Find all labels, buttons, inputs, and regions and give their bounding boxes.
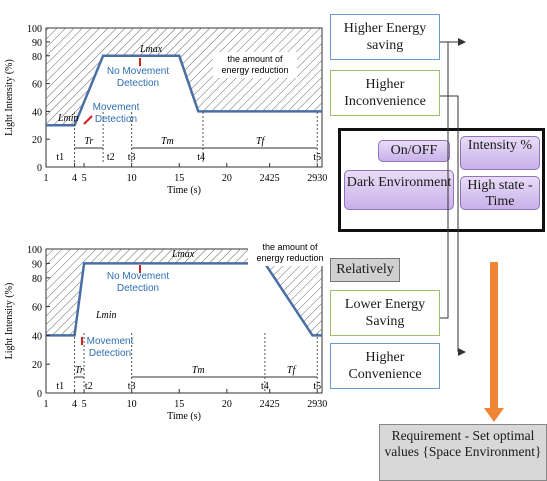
x-tick-label: 5 [82,173,87,184]
lmin-label: Lmin [95,310,117,321]
phase-label: t4 [197,152,205,163]
y-tick-label: 0 [37,163,42,174]
y-tick-label: 20 [32,360,42,371]
y-tick-label: 40 [32,331,42,342]
x-axis-label: Time (s) [167,185,201,196]
reduction-label-line1: the amount of [227,54,283,64]
interval-label: Tf [287,365,297,376]
y-tick-label: 80 [32,274,42,285]
y-tick-label: 100 [27,245,42,256]
lmax-label: Lmax [139,44,163,55]
intensity-factor: Intensity % [460,136,540,170]
interval-label: Tr [84,136,93,147]
y-tick-label: 40 [32,107,42,118]
y-tick-label: 60 [32,80,42,91]
reduction-label-bg [248,243,330,266]
orange-arrow-head [484,408,504,422]
intensity-line [46,262,322,337]
red-marker-arrow [83,115,93,125]
higher-energy-saving-box: Higher Energy saving [330,14,440,60]
dark-environment-factor: Dark Environment [344,170,454,210]
x-tick-label: 20 [222,399,232,410]
y-tick-label: 80 [32,52,42,63]
phase-label: t1 [56,381,64,392]
lower-energy-saving-box: Lower Energy Saving [330,290,440,336]
movement-label-line2: Detection [95,114,137,125]
y-axis-label: Light Intensity (%) [4,283,15,360]
interval-label: Tm [161,136,174,147]
chart-bottom-svg: 0 20 40 60 80 90 100 1 4 5 10 15 20 2425 2930 Time (s) L… [4,243,330,422]
reduction-label-line1: the amount of [262,243,318,252]
no-movement-label-line2: Detection [117,283,159,294]
x-tick-label: 2425 [260,399,280,410]
y-tick-label: 0 [37,389,42,400]
interval-label: Tf [256,136,266,147]
higher-inconvenience-box: Higher Inconvenience [330,70,440,116]
movement-label-line2: Detection [89,348,131,359]
y-axis-label: Light Intensity (%) [4,59,15,136]
chart-top-svg: 0 20 40 60 80 90 100 1 4 5 10 15 20 2425 2930 Time (s) L… [4,24,327,196]
x-tick-label: 15 [174,173,184,184]
x-tick-label: 2930 [307,173,327,184]
x-tick-label: 10 [127,173,137,184]
relatively-box: Relatively [330,258,400,282]
chart-top: 0 20 40 60 80 90 100 1 4 5 10 15 20 2425 2930 Time (s) L… [0,0,330,205]
requirement-box: Requirement - Set optimal values {Space … [379,424,547,481]
x-axis-label: Time (s) [167,411,201,422]
lmin-label: Lmin [57,113,79,124]
no-movement-label-line2: Detection [117,78,159,89]
phase-label: t2 [85,381,93,392]
movement-label-line1: Movement [87,336,134,347]
interval-label: Tr [75,365,84,376]
on-off-factor: On/OFF [378,140,450,162]
x-tick-label: 4 [72,399,77,410]
phase-label: t2 [107,152,115,163]
x-tick-label: 20 [222,173,232,184]
reduction-label-bg [213,52,297,78]
x-tick-label: 2425 [260,173,280,184]
x-tick-label: 2930 [307,399,327,410]
phase-label: t1 [56,152,64,163]
y-tick-label: 60 [32,303,42,314]
x-tick-label: 15 [174,399,184,410]
y-tick-label: 90 [32,259,42,270]
x-tick-label: 1 [44,173,49,184]
x-tick-label: 10 [127,399,137,410]
y-tick-label: 20 [32,135,42,146]
chart-bottom: 0 20 40 60 80 90 100 1 4 5 10 15 20 2425 2930 Time (s) L… [0,243,330,481]
orange-arrow-shaft [490,262,498,412]
reduction-label-line2: energy reduction [221,65,288,75]
no-movement-label-line1: No Movement [107,271,169,282]
no-movement-label-line1: No Movement [107,66,169,77]
high-state-time-factor: High state - Time [460,176,540,210]
x-tick-label: 5 [82,399,87,410]
higher-convenience-box: Higher Convenience [330,343,440,389]
y-tick-label: 100 [27,24,42,35]
x-tick-label: 4 [72,173,77,184]
lmax-label: Lmax [171,249,195,260]
movement-label-line1: Movement [93,102,140,113]
reduction-label-line2: energy reduction [256,253,323,263]
y-tick-label: 90 [32,38,42,49]
intensity-line [46,54,322,127]
interval-label: Tm [192,365,205,376]
x-tick-label: 1 [44,399,49,410]
